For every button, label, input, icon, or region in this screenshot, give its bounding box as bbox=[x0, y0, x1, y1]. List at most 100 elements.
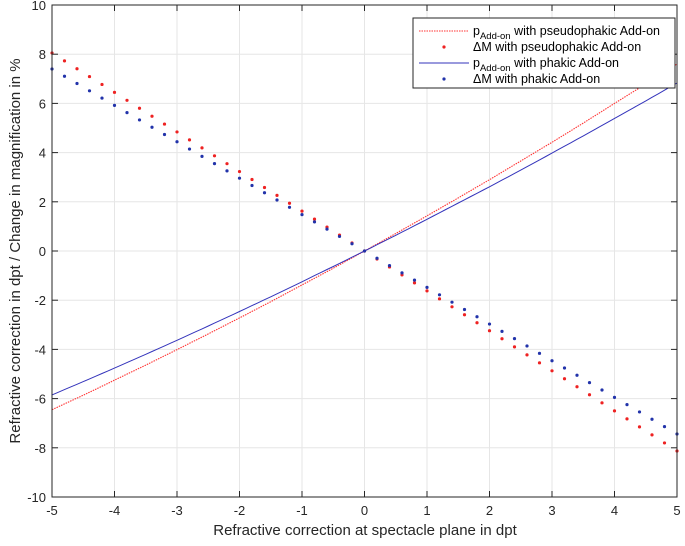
data-point bbox=[375, 256, 379, 260]
data-point bbox=[62, 59, 67, 63]
data-point bbox=[312, 217, 317, 221]
data-point bbox=[162, 132, 167, 137]
data-point bbox=[287, 205, 292, 209]
data-point bbox=[637, 410, 642, 414]
data-point bbox=[362, 249, 367, 253]
data-point bbox=[500, 329, 504, 333]
data-point bbox=[200, 154, 204, 158]
x-tick-label: -2 bbox=[234, 503, 246, 518]
data-point bbox=[225, 169, 229, 173]
y-tick-label: 10 bbox=[32, 0, 46, 13]
data-point bbox=[550, 359, 554, 363]
data-point bbox=[225, 162, 229, 166]
data-point bbox=[425, 285, 429, 290]
data-point bbox=[437, 297, 442, 301]
x-tick-label: -3 bbox=[171, 503, 183, 518]
legend-marker-dot bbox=[442, 45, 446, 49]
data-point bbox=[262, 191, 267, 195]
data-point bbox=[537, 351, 542, 355]
data-point bbox=[100, 82, 104, 87]
data-point bbox=[250, 183, 254, 188]
data-point bbox=[237, 169, 242, 174]
data-point bbox=[650, 417, 654, 421]
data-point bbox=[575, 373, 579, 377]
data-point bbox=[175, 140, 179, 144]
data-point bbox=[275, 193, 279, 198]
data-point bbox=[662, 425, 667, 429]
data-point bbox=[475, 315, 479, 319]
data-point bbox=[62, 74, 67, 78]
data-point bbox=[437, 293, 442, 297]
x-tick-label: 0 bbox=[361, 503, 368, 518]
data-point bbox=[662, 441, 667, 445]
data-point bbox=[325, 227, 329, 231]
y-tick-label: 4 bbox=[39, 146, 46, 161]
data-point bbox=[287, 201, 292, 205]
data-point bbox=[475, 321, 479, 325]
data-point bbox=[150, 125, 154, 129]
data-point bbox=[137, 118, 142, 122]
data-point bbox=[462, 313, 467, 317]
x-tick-label: -4 bbox=[109, 503, 121, 518]
data-point bbox=[612, 395, 617, 399]
data-point bbox=[337, 234, 342, 239]
data-point bbox=[137, 106, 142, 110]
data-point bbox=[525, 353, 529, 357]
legend-item-label: pAdd-on with phakic Add-on bbox=[473, 56, 619, 74]
data-point bbox=[187, 147, 192, 151]
data-point bbox=[487, 329, 492, 333]
data-point bbox=[112, 90, 117, 94]
data-point bbox=[537, 361, 542, 365]
x-axis-label: Refractive correction at spectacle plane… bbox=[213, 522, 517, 539]
y-tick-label: 6 bbox=[39, 96, 46, 111]
data-point bbox=[650, 433, 654, 437]
x-tick-label: 2 bbox=[486, 503, 493, 518]
data-point bbox=[487, 322, 492, 326]
data-point bbox=[237, 176, 242, 180]
data-point bbox=[212, 162, 217, 166]
y-axis-label: Refractive correction in dpt / Change in… bbox=[7, 58, 24, 443]
data-point bbox=[87, 74, 92, 79]
data-point bbox=[125, 98, 129, 102]
y-tick-label: 0 bbox=[39, 244, 46, 259]
data-point bbox=[87, 89, 92, 93]
x-tick-label: 4 bbox=[611, 503, 618, 518]
x-tick-label: 1 bbox=[423, 503, 430, 518]
data-point bbox=[450, 305, 454, 309]
data-point bbox=[625, 403, 629, 407]
data-point bbox=[275, 198, 279, 202]
data-point bbox=[612, 409, 617, 413]
data-point bbox=[250, 177, 254, 182]
legend-item-label: pAdd-on with pseudophakic Add-on bbox=[473, 24, 660, 42]
y-tick-label: -2 bbox=[34, 293, 46, 308]
data-point bbox=[300, 209, 304, 213]
data-point bbox=[587, 393, 592, 397]
y-tick-label: -8 bbox=[34, 441, 46, 456]
data-point bbox=[125, 111, 129, 115]
data-point bbox=[425, 289, 429, 293]
x-tick-label: 5 bbox=[673, 503, 680, 518]
data-point bbox=[625, 417, 629, 421]
data-point bbox=[637, 425, 642, 429]
data-point bbox=[387, 263, 392, 268]
data-point bbox=[512, 345, 517, 349]
data-point bbox=[100, 96, 104, 100]
legend-box bbox=[412, 17, 676, 89]
data-point bbox=[512, 337, 517, 341]
data-point bbox=[400, 271, 404, 275]
data-point bbox=[312, 220, 317, 224]
legend-item-label: ΔM with pseudophakic Add-on bbox=[473, 40, 641, 54]
legend-item-label: ΔM with phakic Add-on bbox=[473, 72, 600, 86]
data-point bbox=[187, 138, 192, 142]
data-point bbox=[462, 307, 467, 312]
data-point bbox=[112, 103, 117, 107]
data-point bbox=[75, 67, 79, 71]
data-point bbox=[200, 146, 204, 150]
data-point bbox=[562, 377, 567, 381]
data-point bbox=[412, 281, 417, 285]
data-point bbox=[262, 185, 267, 190]
y-tick-label: 8 bbox=[39, 47, 46, 62]
data-point bbox=[175, 130, 179, 134]
